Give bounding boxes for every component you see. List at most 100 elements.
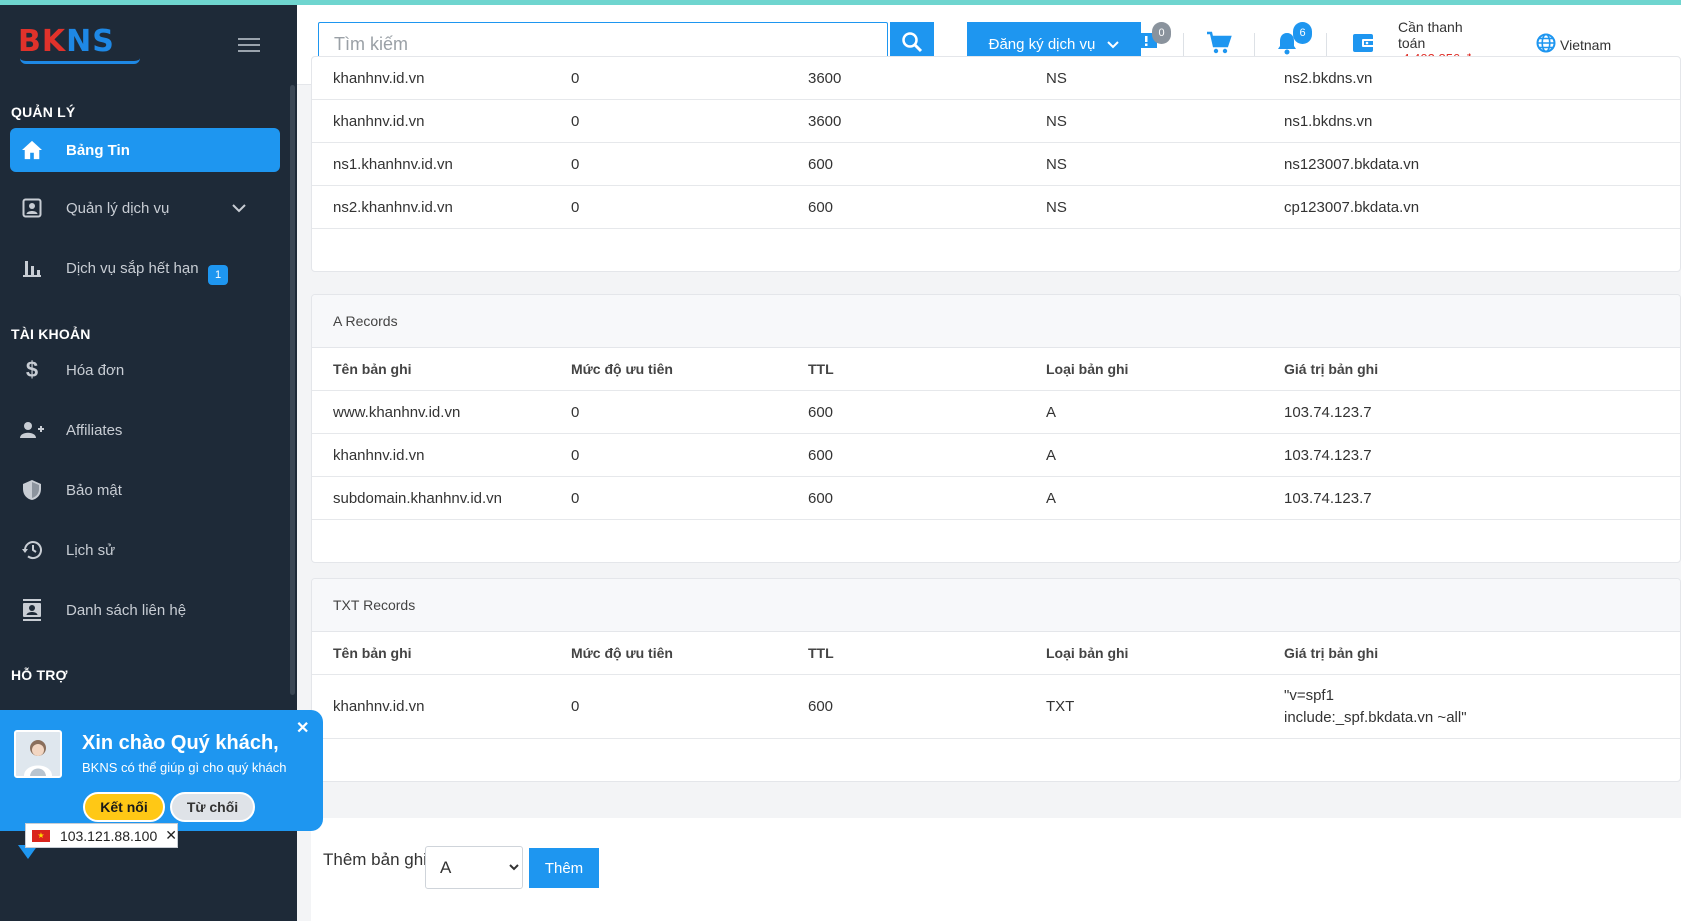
table-row: khanhnv.id.vn 0 600 A 103.74.123.7 (312, 434, 1680, 477)
header-divider (1183, 33, 1184, 57)
wallet-icon (1352, 32, 1376, 59)
header-divider (1326, 33, 1327, 57)
ip-address-tag: ★ 103.121.88.100 ✕ (25, 823, 178, 848)
close-icon[interactable]: ✕ (296, 720, 310, 737)
connect-button[interactable]: Kết nối (83, 792, 165, 822)
table-row: ns1.khanhnv.id.vn 0 600 NS ns123007.bkda… (312, 143, 1680, 186)
notifications-button[interactable]: 6 (1272, 22, 1312, 60)
txt-value: "v=spf1 include:_spf.bkdata.vn ~all" (1284, 686, 1467, 726)
contacts-icon (12, 599, 52, 621)
language-selector[interactable]: Vietnam (1536, 33, 1611, 56)
language-label: Vietnam (1560, 36, 1612, 53)
table-row: www.khanhnv.id.vn 0 600 A 103.74.123.7 (312, 391, 1680, 434)
feedback-icon (1133, 31, 1159, 60)
chat-bubble-tail (18, 845, 38, 859)
column-header: Giá trị bản ghi (1284, 645, 1379, 661)
dns-records-content: khanhnv.id.vn 0 3600 NS ns2.bkdns.vn kha… (297, 56, 1681, 921)
sidebar-item-label: Lịch sử (66, 541, 116, 559)
column-header: Mức độ ưu tiên (571, 361, 673, 377)
logo-swoosh (20, 58, 140, 64)
add-record-button[interactable]: Thêm (529, 848, 599, 888)
shield-icon (12, 479, 52, 501)
sidebar-item-label: Affiliates (66, 421, 123, 439)
bar-chart-icon (12, 258, 52, 278)
globe-icon (1536, 33, 1556, 56)
column-header: TTL (808, 361, 834, 377)
table-header-row: Tên bản ghi Mức độ ưu tiên TTL Loại bản … (312, 632, 1680, 675)
sidebar-item-security[interactable]: Bảo mật (10, 468, 280, 512)
record-type-select[interactable]: A (425, 846, 523, 889)
column-header: Loại bản ghi (1046, 361, 1129, 377)
add-record-label: Thêm bản ghi (323, 850, 427, 869)
table-row: khanhnv.id.vn 0 600 TXT "v=spf1 include:… (312, 675, 1680, 739)
top-accent-bar (0, 0, 1681, 5)
sidebar-item-label: Quản lý dịch vụ (66, 199, 170, 217)
reject-button[interactable]: Từ chối (170, 792, 255, 822)
sidebar-item-expiring-services[interactable]: Dịch vụ sắp hết hạn (10, 246, 280, 290)
cart-button[interactable] (1204, 30, 1234, 60)
vietnam-flag-icon: ★ (32, 829, 50, 842)
ip-address: 103.121.88.100 (59, 827, 158, 844)
card-footer-space (312, 520, 1680, 562)
section-title-account: TÀI KHOẢN (11, 326, 91, 342)
sidebar-scrollbar[interactable] (290, 85, 295, 695)
balance-label: toán (1398, 35, 1426, 51)
card-footer-space (312, 229, 1680, 271)
menu-toggle-icon[interactable] (238, 38, 260, 54)
header-divider (1254, 33, 1255, 57)
column-header: Giá trị bản ghi (1284, 361, 1379, 377)
sidebar-item-label: Hóa đơn (66, 361, 125, 379)
sidebar-item-service-management[interactable]: Quản lý dịch vụ (10, 186, 280, 230)
sidebar-item-history[interactable]: Lịch sử (10, 528, 280, 572)
balance-label: Cần thanh (1398, 19, 1463, 35)
chat-greeting: Xin chào Quý khách, (82, 732, 279, 754)
sidebar-item-label: Bảo mật (66, 481, 122, 499)
table-row: ns2.khanhnv.id.vn 0 600 NS cp123007.bkda… (312, 186, 1680, 229)
register-service-label: Đăng ký dịch vụ (988, 35, 1096, 53)
table-header-row: Tên bản ghi Mức độ ưu tiên TTL Loại bản … (312, 348, 1680, 391)
bkns-logo[interactable]: BKNS (18, 24, 115, 59)
card-title: TXT Records (312, 579, 1680, 632)
add-record-form: Thêm bản ghi A Thêm (311, 818, 1681, 921)
support-tickets-button[interactable]: 0 (1131, 22, 1171, 60)
column-header: Loại bản ghi (1046, 645, 1129, 661)
section-title-support: HỖ TRỢ (11, 667, 68, 683)
column-header: Tên bản ghi (333, 361, 412, 377)
account-box-icon (12, 198, 52, 218)
column-header: Tên bản ghi (333, 645, 412, 661)
chat-subtitle: BKNS có thể giúp gì cho quý khách (82, 760, 287, 775)
column-header: TTL (808, 645, 834, 661)
wallet-button[interactable] (1349, 30, 1379, 60)
messages-badge: 0 (1152, 22, 1171, 44)
sidebar-item-invoices[interactable]: $ Hóa đơn (10, 348, 280, 392)
table-row: khanhnv.id.vn 0 3600 NS ns1.bkdns.vn (312, 100, 1680, 143)
history-icon (12, 540, 52, 560)
table-row: khanhnv.id.vn 0 3600 NS ns2.bkdns.vn (312, 57, 1680, 100)
chevron-down-icon (1107, 36, 1120, 53)
ns-records-card: khanhnv.id.vn 0 3600 NS ns2.bkdns.vn kha… (311, 56, 1681, 272)
chevron-down-icon (232, 200, 246, 217)
a-records-card: A Records Tên bản ghi Mức độ ưu tiên TTL… (311, 294, 1681, 563)
cart-icon (1206, 31, 1232, 60)
home-icon (12, 140, 52, 160)
sidebar-item-label: Danh sách liên hệ (66, 601, 187, 619)
chat-widget-popup: Xin chào Quý khách, BKNS có thể giúp gì … (0, 710, 323, 831)
sidebar-item-dashboard[interactable]: Bảng Tin (10, 128, 280, 172)
dollar-icon: $ (25, 357, 39, 382)
card-title: A Records (312, 295, 1680, 348)
column-header: Mức độ ưu tiên (571, 645, 673, 661)
sidebar-item-contacts[interactable]: Danh sách liên hệ (10, 588, 280, 632)
expiring-count-badge: 1 (208, 265, 228, 285)
table-row: subdomain.khanhnv.id.vn 0 600 A 103.74.1… (312, 477, 1680, 520)
add-user-icon (12, 420, 52, 440)
search-icon (901, 31, 923, 58)
card-footer-space (312, 739, 1680, 781)
support-agent-avatar (14, 730, 62, 778)
txt-records-card: TXT Records Tên bản ghi Mức độ ưu tiên T… (311, 578, 1681, 782)
sidebar-item-label: Bảng Tin (66, 141, 130, 159)
close-icon[interactable]: ✕ (165, 827, 177, 843)
notifications-badge: 6 (1293, 22, 1312, 44)
bell-icon (1276, 31, 1298, 60)
sidebar-item-affiliates[interactable]: Affiliates (10, 408, 280, 452)
section-title-manage: QUẢN LÝ (11, 104, 76, 120)
